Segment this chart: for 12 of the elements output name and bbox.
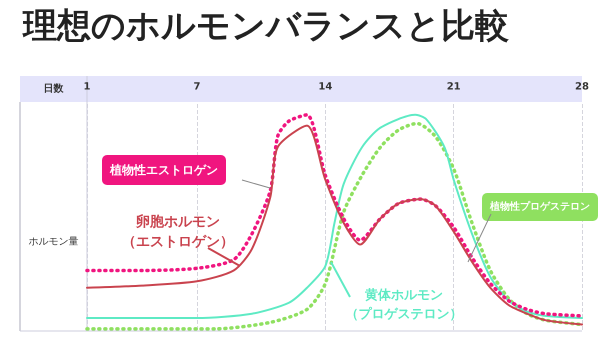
chart-title: 理想のホルモンバランスと比較 <box>22 6 509 46</box>
x-tick-label: 7 <box>194 82 201 92</box>
x-tick-label: 21 <box>446 82 461 92</box>
series-label: 卵胞ホルモン（エストロゲン） <box>122 214 234 250</box>
text: 植物性プロゲステロン <box>489 200 590 212</box>
x-tick-label: 28 <box>575 82 589 92</box>
text: 黄体ホルモン（プロゲステロン） <box>346 288 462 322</box>
x-axis-title: 日数 <box>44 82 64 94</box>
y-axis-title: ホルモン量 <box>28 236 78 248</box>
text: 植物性エストロゲン <box>109 163 218 177</box>
x-tick-label: 14 <box>318 82 332 92</box>
x-tick-label: 1 <box>84 82 91 92</box>
